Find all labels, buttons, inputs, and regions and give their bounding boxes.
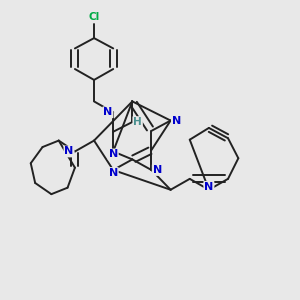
Text: Cl: Cl — [88, 13, 100, 22]
Text: N: N — [204, 182, 214, 192]
Text: N: N — [109, 149, 118, 159]
Text: N: N — [172, 116, 181, 126]
Text: H: H — [133, 117, 142, 127]
Text: N: N — [103, 107, 112, 117]
Text: N: N — [153, 165, 162, 175]
Text: N: N — [64, 146, 74, 157]
Text: N: N — [109, 168, 118, 178]
